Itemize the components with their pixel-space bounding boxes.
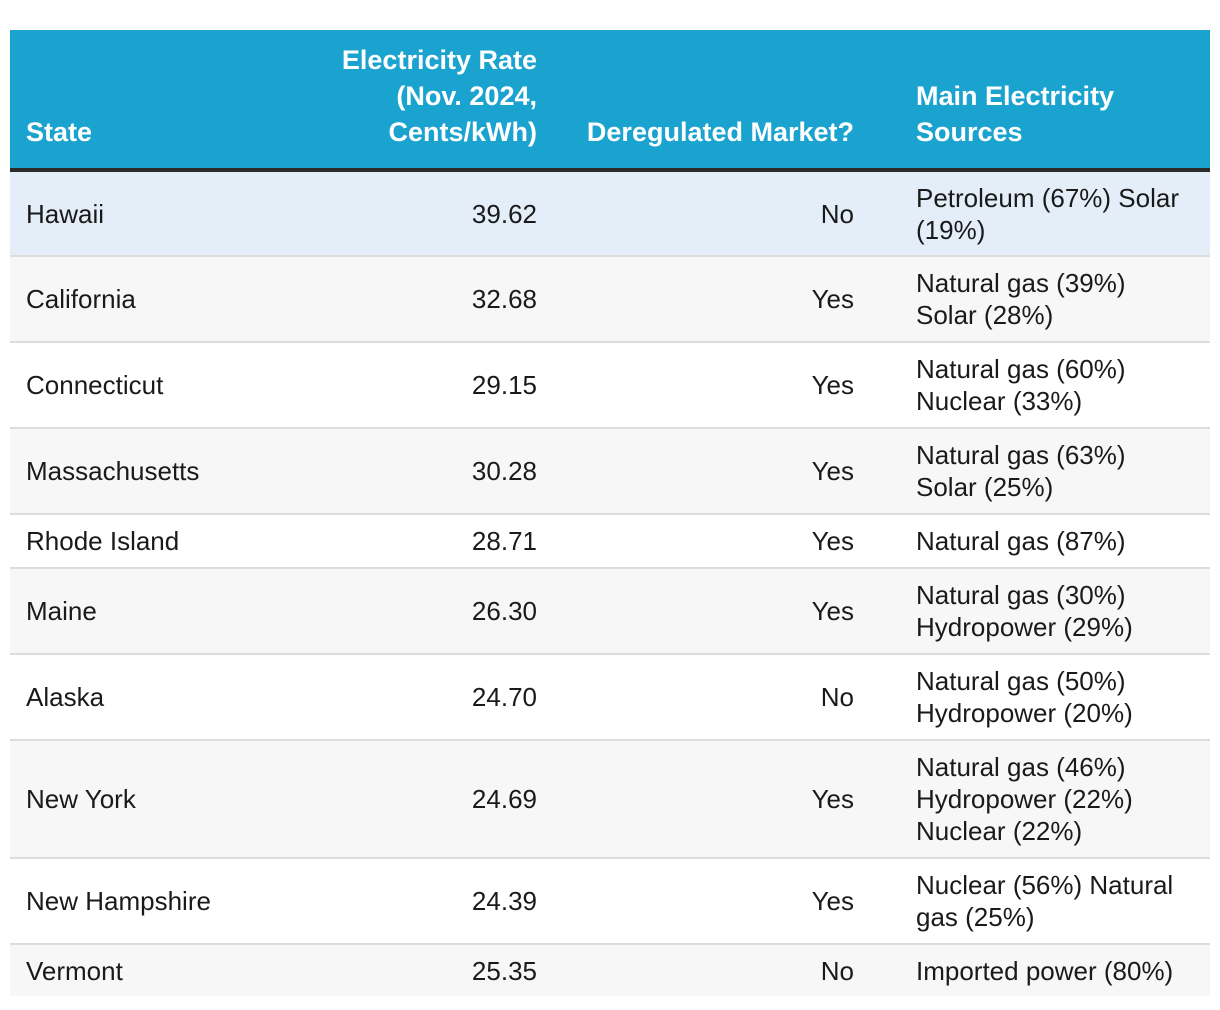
cell-rate: 30.28 [300, 428, 537, 515]
cell-sources: Natural gas (30%) Hydropower (29%) [854, 568, 1210, 655]
cell-state: California [10, 256, 300, 343]
cell-state: Connecticut [10, 342, 300, 429]
header-main-sources: Main Electricity Sources [854, 30, 1210, 172]
cell-rate: 39.62 [300, 170, 537, 257]
table-header: State Electricity Rate (Nov. 2024, Cents… [10, 30, 1210, 172]
cell-deregulated: No [537, 654, 854, 741]
cell-state: Maine [10, 568, 300, 655]
cell-deregulated: No [820, 955, 854, 986]
cell-sources: Imported power (80%) [916, 955, 1174, 986]
cell-state: New Hampshire [10, 858, 300, 945]
cell-deregulated: Yes [537, 256, 854, 343]
table-row: New York 24.69 Yes Natural gas (46%) Hyd… [10, 740, 1210, 859]
cell-deregulated: Yes [537, 858, 854, 945]
electricity-rates-table-container: State Electricity Rate (Nov. 2024, Cents… [10, 30, 1210, 996]
cell-sources: Petroleum (67%) Solar (19%) [854, 170, 1210, 257]
cell-deregulated: No [537, 170, 854, 257]
cell-state: Alaska [10, 654, 300, 741]
cell-rate: 28.71 [300, 514, 537, 569]
table-row: Alaska 24.70 No Natural gas (50%) Hydrop… [10, 654, 1210, 741]
cell-deregulated: Yes [537, 342, 854, 429]
table-body: Hawaii 39.62 No Petroleum (67%) Solar (1… [10, 170, 1210, 996]
cell-sources: Natural gas (63%) Solar (25%) [854, 428, 1210, 515]
table-row: California 32.68 Yes Natural gas (39%) S… [10, 256, 1210, 343]
header-deregulated-market: Deregulated Market? [537, 30, 854, 172]
table-row: New Hampshire 24.39 Yes Nuclear (56%) Na… [10, 858, 1210, 945]
table-row: Rhode Island 28.71 Yes Natural gas (87%) [10, 514, 1210, 569]
cell-state: Vermont [26, 955, 123, 986]
cell-rate: 24.69 [300, 740, 537, 859]
cell-deregulated: Yes [537, 428, 854, 515]
cell-rate: 26.30 [300, 568, 537, 655]
header-row: State Electricity Rate (Nov. 2024, Cents… [10, 30, 1210, 172]
header-electricity-rate: Electricity Rate (Nov. 2024, Cents/kWh) [300, 30, 537, 172]
table-row: Maine 26.30 Yes Natural gas (30%) Hydrop… [10, 568, 1210, 655]
cell-rate: 24.39 [300, 858, 537, 945]
table-row: Hawaii 39.62 No Petroleum (67%) Solar (1… [10, 170, 1210, 257]
cell-state: Massachusetts [10, 428, 300, 515]
cell-sources: Natural gas (46%) Hydropower (22%) Nucle… [854, 740, 1210, 859]
cell-state: Hawaii [10, 170, 300, 257]
cell-rate: 25.35 [471, 955, 537, 986]
cell-sources: Natural gas (50%) Hydropower (20%) [854, 654, 1210, 741]
cell-state: Rhode Island [10, 514, 300, 569]
cell-rate: 24.70 [300, 654, 537, 741]
cell-deregulated: Yes [537, 568, 854, 655]
table-row: Massachusetts 30.28 Yes Natural gas (63%… [10, 428, 1210, 515]
table-row: Vermont 25.35 No Imported power (80%) [10, 944, 1210, 996]
cell-sources: Natural gas (60%) Nuclear (33%) [854, 342, 1210, 429]
table-row: Connecticut 29.15 Yes Natural gas (60%) … [10, 342, 1210, 429]
cell-sources: Natural gas (87%) [854, 514, 1210, 569]
cell-deregulated: Yes [537, 740, 854, 859]
cell-sources: Natural gas (39%) Solar (28%) [854, 256, 1210, 343]
cell-rate: 29.15 [300, 342, 537, 429]
cell-deregulated: Yes [537, 514, 854, 569]
cell-rate: 32.68 [300, 256, 537, 343]
cell-state: New York [10, 740, 300, 859]
header-state: State [10, 30, 300, 172]
electricity-rates-table: State Electricity Rate (Nov. 2024, Cents… [10, 30, 1210, 996]
cell-sources: Nuclear (56%) Natural gas (25%) [854, 858, 1210, 945]
